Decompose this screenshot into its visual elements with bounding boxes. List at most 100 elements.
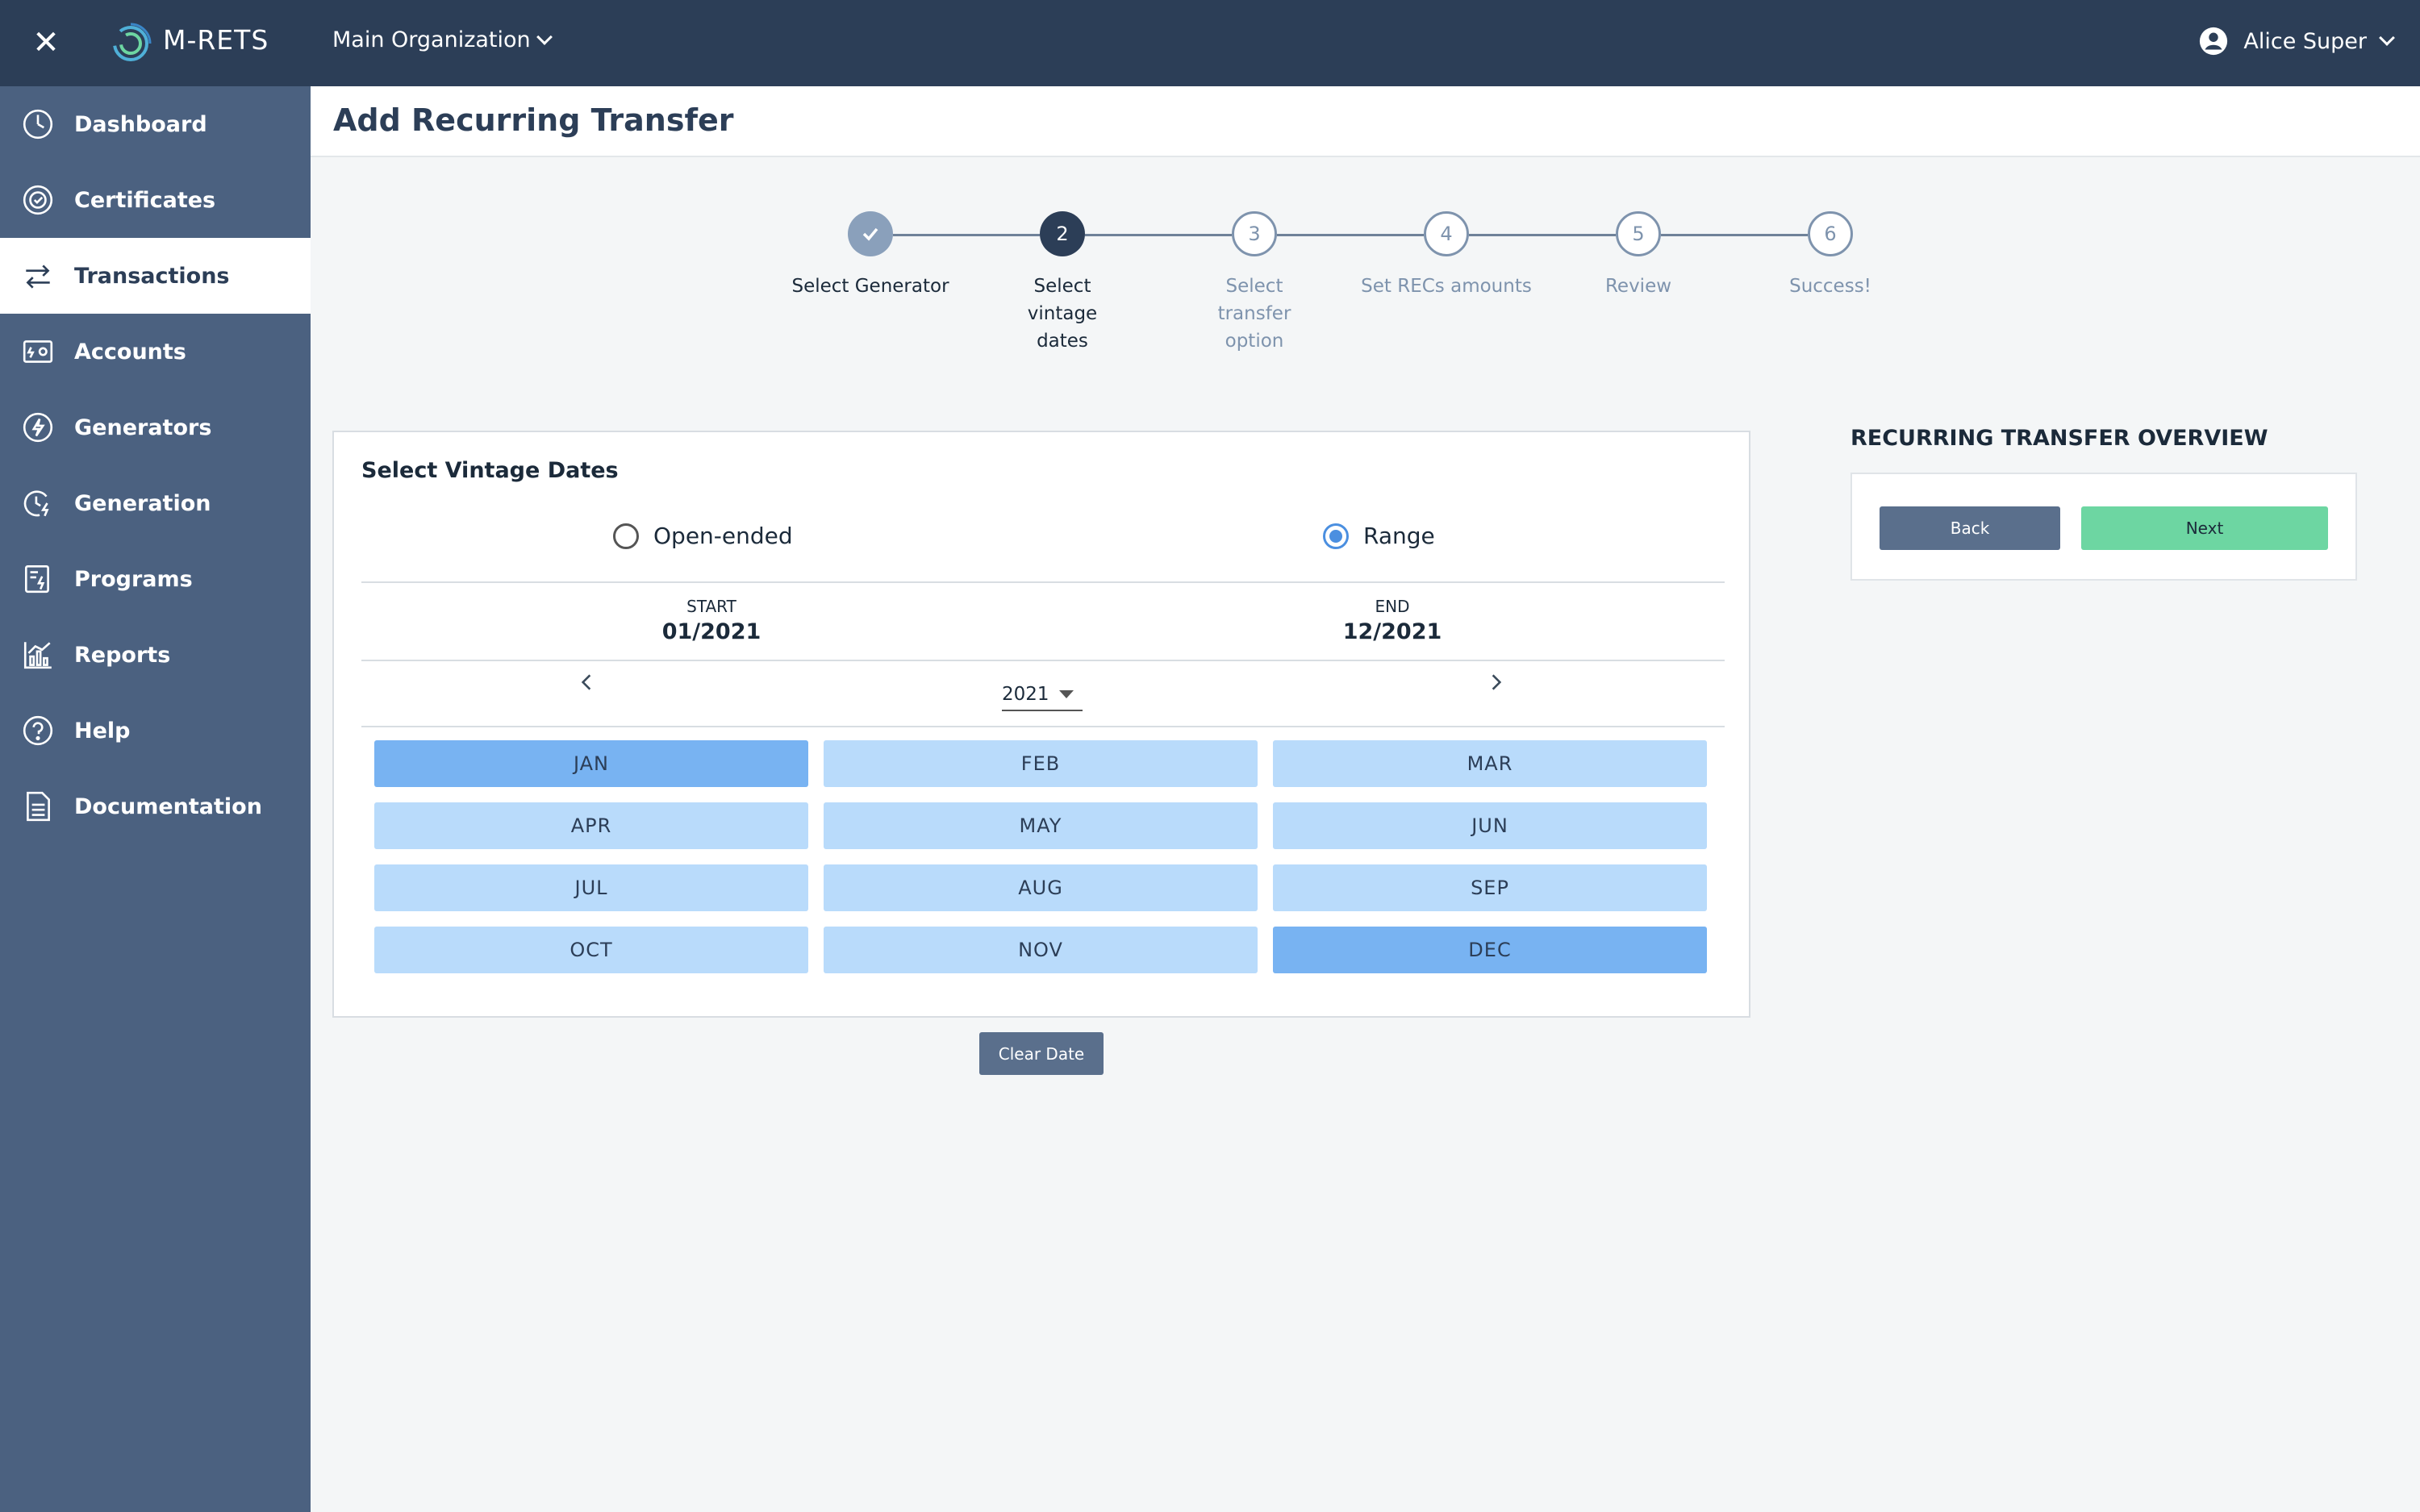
user-name: Alice Super: [2243, 28, 2367, 54]
year-select[interactable]: 2021: [1002, 679, 1083, 711]
step-connector: [1085, 234, 1232, 236]
sidebar-item-label: Programs: [74, 566, 193, 592]
organization-selector[interactable]: Main Organization: [332, 27, 553, 52]
end-label: END: [1375, 597, 1410, 616]
check-icon: [848, 211, 893, 256]
month-nov[interactable]: NOV: [824, 927, 1258, 973]
divider: [361, 660, 1725, 661]
step-connector: [893, 234, 1040, 236]
radio-checked-icon: [1323, 523, 1349, 549]
step-select-vintage-dates[interactable]: 2 Select vintage dates: [966, 210, 1159, 355]
sidebar-item-transactions[interactable]: Transactions: [0, 238, 311, 314]
close-icon[interactable]: ✕: [32, 24, 60, 61]
sidebar-item-label: Generators: [74, 414, 212, 440]
certificate-icon: [23, 185, 53, 215]
help-icon: [23, 715, 53, 746]
sidebar-item-label: Transactions: [74, 263, 230, 289]
m-rets-logo: [113, 23, 152, 61]
month-dec[interactable]: DEC: [1273, 927, 1707, 973]
step-number: 6: [1808, 211, 1853, 256]
user-menu[interactable]: Alice Super: [2198, 26, 2395, 56]
next-year-button[interactable]: [1486, 666, 1507, 705]
step-label: Select Generator: [791, 276, 949, 297]
step-label: Select vintage dates: [1027, 276, 1098, 352]
step-connector: [1661, 234, 1808, 236]
chevron-down-icon: [2379, 30, 2395, 46]
step-select-transfer-option: 3 Select transfer option: [1158, 210, 1351, 355]
sidebar-item-label: Accounts: [74, 339, 186, 364]
next-button[interactable]: Next: [2081, 506, 2328, 550]
back-button[interactable]: Back: [1880, 506, 2060, 550]
caret-down-icon: [1058, 690, 1074, 698]
step-number: 2: [1040, 211, 1085, 256]
radio-label: Open-ended: [653, 523, 793, 549]
sidebar-item-accounts[interactable]: Accounts: [0, 314, 311, 389]
generators-icon: [23, 412, 53, 443]
documentation-icon: [27, 791, 50, 822]
radio-open-ended[interactable]: Open-ended: [613, 523, 793, 549]
chevron-left-icon: [581, 674, 591, 690]
month-jul[interactable]: JUL: [374, 864, 808, 911]
end-value: 12/2021: [1342, 619, 1442, 644]
sidebar-item-generators[interactable]: Generators: [0, 389, 311, 465]
page-header: Add Recurring Transfer: [311, 86, 2420, 157]
start-value: 01/2021: [661, 619, 761, 644]
sidebar-item-certificates[interactable]: Certificates: [0, 162, 311, 238]
sidebar-item-label: Dashboard: [74, 111, 207, 137]
month-oct[interactable]: OCT: [374, 927, 808, 973]
reports-icon: [23, 642, 52, 669]
brand-name: M-RETS: [163, 24, 269, 56]
month-apr[interactable]: APR: [374, 802, 808, 849]
step-number: 4: [1424, 211, 1469, 256]
step-label: Set RECs amounts: [1361, 276, 1532, 297]
radio-range[interactable]: Range: [1323, 523, 1435, 549]
month-may[interactable]: MAY: [824, 802, 1258, 849]
dashboard-icon: [23, 109, 53, 140]
page-title: Add Recurring Transfer: [333, 102, 734, 138]
month-jun[interactable]: JUN: [1273, 802, 1707, 849]
sidebar-item-documentation[interactable]: Documentation: [0, 768, 311, 844]
card-title: Select Vintage Dates: [361, 458, 619, 483]
start-label: START: [686, 597, 736, 616]
chevron-right-icon: [1492, 674, 1502, 690]
sidebar-item-label: Reports: [74, 642, 171, 668]
month-feb[interactable]: FEB: [824, 740, 1258, 787]
sidebar-item-label: Generation: [74, 490, 211, 516]
clear-date-button[interactable]: Clear Date: [979, 1032, 1104, 1075]
radio-label: Range: [1363, 523, 1435, 549]
vintage-mode-radio-group: Open-ended Range: [334, 523, 1749, 563]
sidebar: Dashboard Certificates Transactions Acco…: [0, 86, 311, 1512]
top-bar: ✕ M-RETS Main Organization Alice Super: [0, 0, 2420, 86]
organization-name: Main Organization: [332, 27, 531, 52]
month-mar[interactable]: MAR: [1273, 740, 1707, 787]
month-grid: JAN FEB MAR APR MAY JUN JUL AUG SEP OCT …: [374, 740, 1713, 973]
sidebar-item-reports[interactable]: Reports: [0, 617, 311, 693]
overview-title: RECURRING TRANSFER OVERVIEW: [1850, 426, 2268, 451]
sidebar-item-label: Certificates: [74, 187, 216, 213]
month-jan[interactable]: JAN: [374, 740, 808, 787]
sidebar-item-generation[interactable]: Generation: [0, 465, 311, 541]
sidebar-item-dashboard[interactable]: Dashboard: [0, 86, 311, 162]
sidebar-item-programs[interactable]: Programs: [0, 541, 311, 617]
step-connector: [1277, 234, 1424, 236]
wizard-stepper: Select Generator 2 Select vintage dates …: [782, 210, 1912, 352]
step-label: Select transfer option: [1217, 276, 1291, 352]
accounts-icon: [23, 340, 53, 363]
step-select-generator[interactable]: Select Generator: [774, 210, 967, 300]
divider: [361, 581, 1725, 583]
step-set-recs-amounts: 4 Set RECs amounts: [1350, 210, 1543, 300]
generation-icon: [23, 490, 49, 517]
step-connector: [1469, 234, 1616, 236]
user-avatar-icon: [2200, 27, 2228, 56]
transactions-icon: [26, 264, 50, 289]
step-label: Review: [1604, 276, 1672, 297]
month-aug[interactable]: AUG: [824, 864, 1258, 911]
previous-year-button[interactable]: [576, 666, 597, 705]
chevron-down-icon: [536, 28, 553, 45]
year-value: 2021: [1002, 684, 1049, 705]
range-start: START 01/2021: [590, 597, 832, 644]
sidebar-item-label: Help: [74, 718, 131, 744]
month-sep[interactable]: SEP: [1273, 864, 1707, 911]
sidebar-item-help[interactable]: Help: [0, 693, 311, 768]
step-label: Success!: [1789, 276, 1871, 297]
